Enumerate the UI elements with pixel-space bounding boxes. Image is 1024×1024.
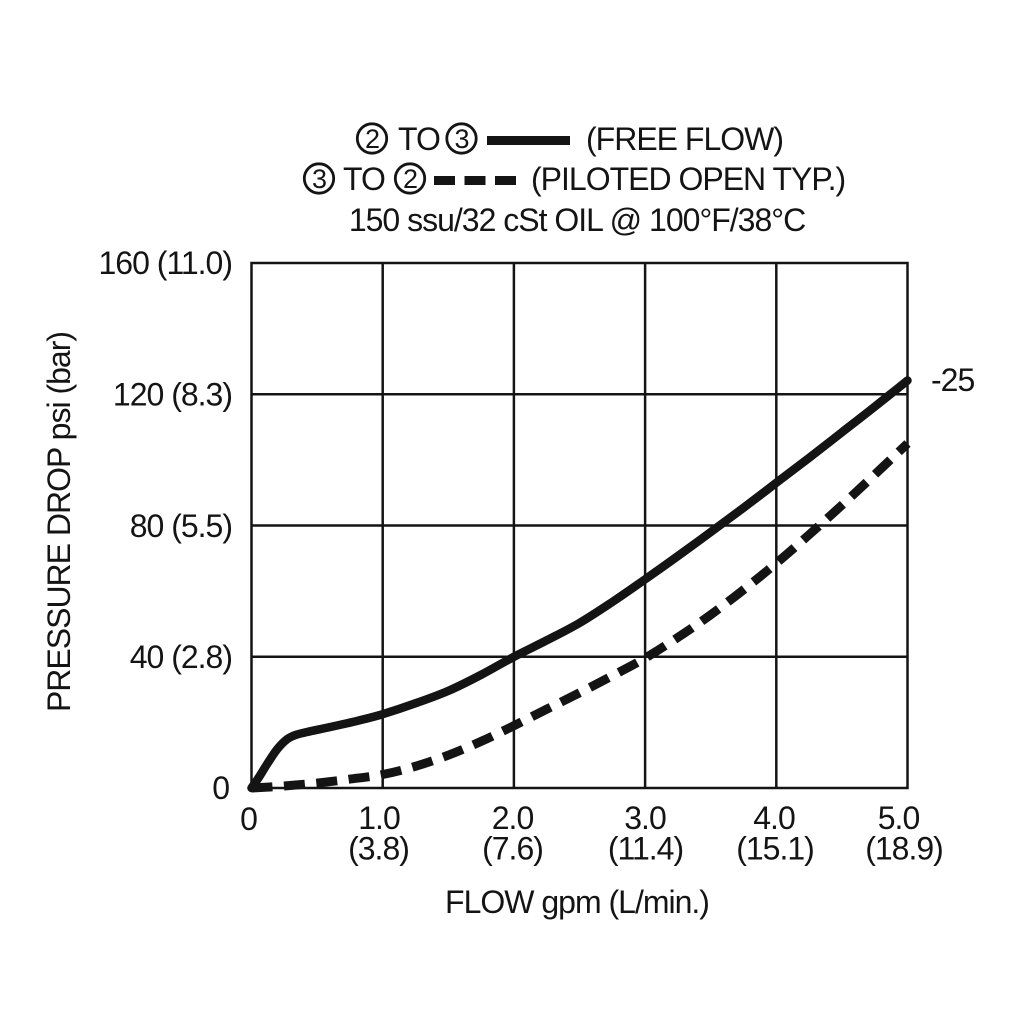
svg-text:150 ssu/32 cSt OIL @ 100°F/38°: 150 ssu/32 cSt OIL @ 100°F/38°C: [349, 202, 805, 238]
svg-text:2.0: 2.0: [492, 800, 534, 836]
svg-text:80 (5.5): 80 (5.5): [130, 508, 232, 544]
svg-text:3: 3: [454, 124, 468, 154]
svg-text:FLOW gpm (L/min.): FLOW gpm (L/min.): [445, 884, 709, 920]
svg-text:0: 0: [212, 770, 229, 806]
svg-text:120 (8.3): 120 (8.3): [113, 377, 232, 413]
svg-text:-25: -25: [931, 362, 974, 398]
svg-text:(FREE FLOW): (FREE FLOW): [586, 121, 783, 157]
svg-text:3: 3: [312, 164, 326, 194]
svg-text:3.0: 3.0: [624, 800, 666, 836]
svg-text:(3.8): (3.8): [348, 831, 409, 867]
svg-text:40 (2.8): 40 (2.8): [130, 639, 232, 675]
svg-text:160 (11.0): 160 (11.0): [99, 245, 233, 281]
svg-text:5.0: 5.0: [878, 800, 920, 836]
svg-text:(11.4): (11.4): [608, 831, 683, 867]
svg-text:4.0: 4.0: [753, 800, 795, 836]
svg-text:(18.9): (18.9): [865, 831, 943, 867]
svg-text:(15.1): (15.1): [736, 831, 814, 867]
svg-text:0: 0: [240, 801, 257, 837]
svg-text:(PILOTED OPEN TYP.): (PILOTED OPEN TYP.): [531, 161, 845, 197]
svg-text:2: 2: [365, 124, 379, 154]
svg-text:PRESSURE DROP psi (bar): PRESSURE DROP psi (bar): [41, 332, 77, 712]
svg-text:1.0: 1.0: [358, 800, 400, 836]
svg-text:2: 2: [403, 164, 417, 194]
svg-text:TO: TO: [398, 121, 440, 157]
svg-text:TO: TO: [343, 161, 385, 197]
svg-text:(7.6): (7.6): [482, 831, 543, 867]
